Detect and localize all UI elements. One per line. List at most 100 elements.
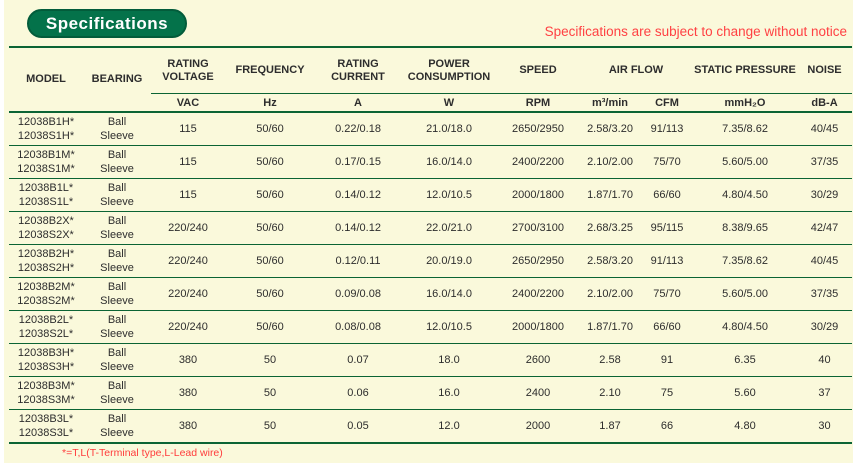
- cell-current: 0.05: [315, 409, 401, 444]
- spec-table-body: 12038B1H* 12038S1H* Ball Sleeve 115 50/60 0.22…: [9, 112, 853, 444]
- cell-static-pressure: 7.35/8.62: [693, 112, 798, 146]
- cell-airflow-m3min: 2.10/2.00: [579, 277, 641, 311]
- cell-speed: 2400/2200: [497, 145, 579, 179]
- cell-current: 0.08/0.08: [315, 310, 401, 344]
- spec-sheet-page: Specifications Specifications are subjec…: [4, 0, 853, 463]
- cell-current: 0.14/0.12: [315, 178, 401, 212]
- cell-noise: 37/35: [797, 277, 853, 311]
- cell-frequency: 50/60: [225, 145, 315, 179]
- cell-airflow-m3min: 2.58/3.20: [579, 112, 641, 146]
- cell-airflow-m3min: 1.87/1.70: [579, 310, 641, 344]
- cell-noise: 37: [797, 376, 853, 410]
- cell-bearing: Ball Sleeve: [83, 244, 151, 278]
- unit-cfm: CFM: [641, 93, 694, 113]
- cell-current: 0.22/0.18: [315, 112, 401, 146]
- unit-w: W: [401, 93, 497, 113]
- cell-airflow-m3min: 1.87/1.70: [579, 178, 641, 212]
- cell-static-pressure: 6.35: [693, 343, 798, 377]
- cell-bearing: Ball Sleeve: [83, 409, 151, 444]
- col-header-noise: NOISE: [797, 47, 853, 94]
- table-row: 12038B3M* 12038S3M* Ball Sleeve 380 50 0.06 16.…: [9, 376, 853, 410]
- cell-noise: 37/35: [797, 145, 853, 179]
- cell-model: 12038B3H* 12038S3H*: [9, 343, 83, 377]
- cell-model: 12038B2L* 12038S2L*: [9, 310, 83, 344]
- table-header: MODEL BEARING RATING VOLTAGE FREQUENCY R…: [9, 47, 853, 113]
- cell-airflow-cfm: 75/70: [641, 145, 694, 179]
- cell-power: 16.0/14.0: [401, 277, 497, 311]
- cell-current: 0.14/0.12: [315, 211, 401, 245]
- cell-static-pressure: 8.38/9.65: [693, 211, 798, 245]
- table-row: 12038B3H* 12038S3H* Ball Sleeve 380 50 0.07 18.…: [9, 343, 853, 377]
- cell-bearing: Ball Sleeve: [83, 277, 151, 311]
- cell-bearing: Ball Sleeve: [83, 112, 151, 146]
- col-header-rating-current: RATING CURRENT: [315, 47, 401, 94]
- cell-static-pressure: 4.80/4.50: [693, 310, 798, 344]
- specifications-table: MODEL BEARING RATING VOLTAGE FREQUENCY R…: [9, 46, 853, 444]
- cell-frequency: 50/60: [225, 112, 315, 146]
- footnote-text: *=T,L(T-Terminal type,L-Lead wire): [62, 447, 223, 459]
- change-notice-text: Specifications are subject to change wit…: [544, 24, 847, 39]
- cell-power: 16.0: [401, 376, 497, 410]
- cell-bearing: Ball Sleeve: [83, 376, 151, 410]
- cell-airflow-cfm: 95/115: [641, 211, 694, 245]
- cell-noise: 40/45: [797, 112, 853, 146]
- table-row: 12038B3L* 12038S3L* Ball Sleeve 380 50 0.05 12.…: [9, 409, 853, 444]
- col-header-rating-voltage: RATING VOLTAGE: [151, 47, 225, 94]
- cell-airflow-m3min: 1.87: [579, 409, 641, 444]
- cell-model: 12038B3L* 12038S3L*: [9, 409, 83, 444]
- cell-airflow-m3min: 2.58/3.20: [579, 244, 641, 278]
- unit-mmh2o: mmH₂O: [693, 93, 798, 113]
- cell-speed: 2000/1800: [497, 178, 579, 212]
- cell-static-pressure: 7.35/8.62: [693, 244, 798, 278]
- specifications-badge: Specifications: [27, 9, 187, 38]
- cell-model: 12038B1H* 12038S1H*: [9, 112, 83, 146]
- table-row: 12038B1H* 12038S1H* Ball Sleeve 115 50/60 0.22…: [9, 112, 853, 146]
- cell-speed: 2600: [497, 343, 579, 377]
- cell-airflow-cfm: 91/113: [641, 112, 694, 146]
- cell-voltage: 115: [151, 178, 225, 212]
- unit-a: A: [315, 93, 401, 113]
- cell-airflow-cfm: 66: [641, 409, 694, 444]
- col-header-frequency: FREQUENCY: [225, 47, 315, 94]
- cell-speed: 2000/1800: [497, 310, 579, 344]
- col-header-speed: SPEED: [497, 47, 579, 94]
- cell-power: 12.0: [401, 409, 497, 444]
- cell-bearing: Ball Sleeve: [83, 178, 151, 212]
- cell-noise: 30/29: [797, 310, 853, 344]
- unit-m3min: m³/min: [579, 93, 641, 113]
- cell-airflow-cfm: 66/60: [641, 310, 694, 344]
- cell-current: 0.06: [315, 376, 401, 410]
- cell-noise: 40/45: [797, 244, 853, 278]
- cell-model: 12038B1M* 12038S1M*: [9, 145, 83, 179]
- cell-power: 20.0/19.0: [401, 244, 497, 278]
- cell-power: 16.0/14.0: [401, 145, 497, 179]
- cell-voltage: 220/240: [151, 211, 225, 245]
- cell-frequency: 50/60: [225, 244, 315, 278]
- cell-voltage: 380: [151, 376, 225, 410]
- cell-model: 12038B2X* 12038S2X*: [9, 211, 83, 245]
- cell-airflow-cfm: 66/60: [641, 178, 694, 212]
- cell-speed: 2400: [497, 376, 579, 410]
- cell-voltage: 220/240: [151, 277, 225, 311]
- cell-current: 0.12/0.11: [315, 244, 401, 278]
- col-header-power-consumption: POWER CONSUMPTION: [401, 47, 497, 94]
- cell-speed: 2700/3100: [497, 211, 579, 245]
- col-header-static-pressure: STATIC PRESSURE: [693, 47, 798, 94]
- table-row: 12038B2M* 12038S2M* Ball Sleeve 220/240 50/60…: [9, 277, 853, 311]
- cell-current: 0.07: [315, 343, 401, 377]
- col-header-air-flow: AIR FLOW: [579, 47, 694, 94]
- cell-static-pressure: 4.80: [693, 409, 798, 444]
- cell-frequency: 50/60: [225, 178, 315, 212]
- header-title-row: MODEL BEARING RATING VOLTAGE FREQUENCY R…: [9, 47, 853, 113]
- cell-noise: 42/47: [797, 211, 853, 245]
- page-header: Specifications Specifications are subjec…: [4, 0, 853, 46]
- cell-frequency: 50: [225, 376, 315, 410]
- cell-bearing: Ball Sleeve: [83, 310, 151, 344]
- cell-airflow-cfm: 91: [641, 343, 694, 377]
- table-row: 12038B1L* 12038S1L* Ball Sleeve 115 50/60 0.14…: [9, 178, 853, 212]
- cell-noise: 30/29: [797, 178, 853, 212]
- cell-frequency: 50: [225, 343, 315, 377]
- cell-frequency: 50: [225, 409, 315, 444]
- cell-power: 12.0/10.5: [401, 310, 497, 344]
- cell-speed: 2650/2950: [497, 112, 579, 146]
